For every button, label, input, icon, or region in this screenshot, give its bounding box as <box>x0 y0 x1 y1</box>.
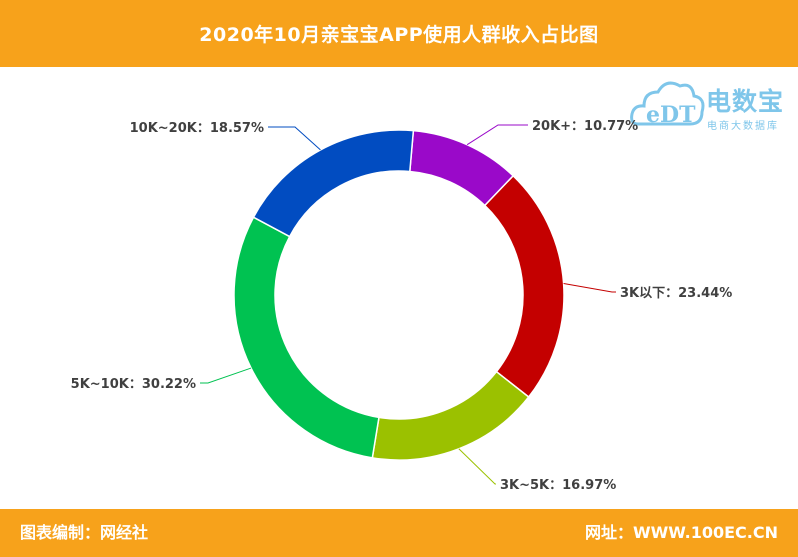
cloud-logo-icon: eDT <box>630 81 705 128</box>
logo-tagline: 电商大数据库 <box>707 121 779 132</box>
source-credit: 图表编制：网经社 <box>20 523 149 542</box>
slice-data-label: 20K+：10.77% <box>532 119 638 134</box>
logo: eDT 电数宝 电商大数据库 <box>630 72 795 142</box>
donut-slice <box>233 216 380 459</box>
slice-data-label: 5K~10K：30.22% <box>71 377 196 392</box>
donut-slice <box>483 174 565 399</box>
logo-mark: eDT <box>646 102 696 128</box>
donut-slice <box>371 370 530 461</box>
leader-line <box>458 448 496 485</box>
leader-line <box>200 367 252 384</box>
slice-data-label: 10K~20K：18.57% <box>130 121 264 136</box>
website-url: 网址：WWW.100EC.CN <box>584 523 778 542</box>
donut-slice <box>252 129 415 238</box>
footer-banner: 图表编制：网经社 网址：WWW.100EC.CN <box>0 509 798 557</box>
leader-line <box>268 126 321 151</box>
title-banner: 2020年10月亲宝宝APP使用人群收入占比图 <box>0 0 798 67</box>
chart-title: 2020年10月亲宝宝APP使用人群收入占比图 <box>199 24 599 46</box>
slice-data-label: 3K~5K：16.97% <box>500 478 616 493</box>
leader-line <box>563 282 616 293</box>
donut-chart: 20K+：10.77% 3K以下：23.44% 3K~5K：16.97% 5K~10K… <box>71 119 733 493</box>
slice-data-label: 3K以下：23.44% <box>620 286 732 301</box>
logo-name: 电数宝 <box>706 87 785 116</box>
leader-line <box>466 124 528 146</box>
